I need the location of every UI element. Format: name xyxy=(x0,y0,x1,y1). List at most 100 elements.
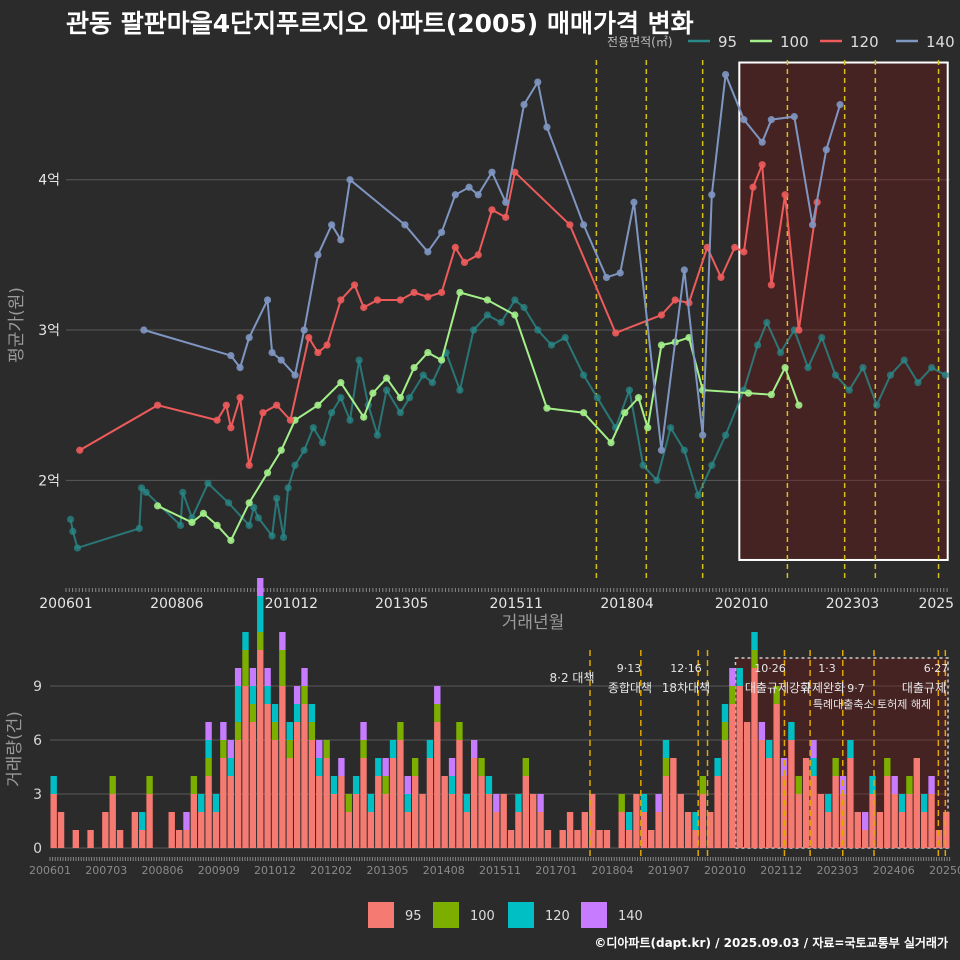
data-point-120 xyxy=(781,191,789,199)
bar-segment-95 xyxy=(788,740,795,848)
bar-segment-140 xyxy=(729,668,736,686)
bar-segment-100 xyxy=(220,740,227,758)
x-tick-label: 200601 xyxy=(39,596,92,612)
x-tick-label: 202303 xyxy=(826,596,879,612)
bar-segment-95 xyxy=(72,830,80,848)
bar-segment-95 xyxy=(795,794,802,848)
bar-segment-95 xyxy=(301,704,308,848)
bar-segment-120 xyxy=(640,794,648,812)
policy-annotation-date: 9·7 xyxy=(847,682,865,695)
policy-annotation-date: 9·13 xyxy=(617,662,642,675)
data-point-95 xyxy=(355,356,363,364)
bar-segment-95 xyxy=(470,758,478,848)
data-point-100 xyxy=(579,409,588,417)
data-point-100 xyxy=(644,424,652,432)
bar-segment-120 xyxy=(788,722,795,740)
bar-segment-120 xyxy=(212,794,220,812)
bar-segment-100 xyxy=(146,776,153,794)
bar-segment-95 xyxy=(603,830,611,848)
bar-segment-100 xyxy=(271,722,279,740)
bar-segment-95 xyxy=(699,794,707,848)
bar-y-tick-label: 6 xyxy=(33,733,42,749)
x-tick-label: 201305 xyxy=(375,596,428,612)
bar-segment-95 xyxy=(847,758,854,848)
bar-segment-100 xyxy=(205,758,212,776)
bar-segment-95 xyxy=(382,794,389,848)
data-point-100 xyxy=(383,374,391,382)
bar-segment-120 xyxy=(404,794,411,812)
bar-segment-140 xyxy=(382,758,389,776)
data-point-140 xyxy=(424,248,432,256)
bar-segment-100 xyxy=(773,686,780,704)
bar-segment-95 xyxy=(544,830,552,848)
bar-segment-120 xyxy=(264,686,271,704)
data-point-95 xyxy=(254,514,262,522)
data-point-120 xyxy=(227,424,235,432)
bar-legend-label-140: 140 xyxy=(618,909,643,924)
bar-x-tick-label: 202509 xyxy=(929,864,960,877)
bar-segment-95 xyxy=(648,830,655,848)
bar-y-tick-label: 3 xyxy=(33,787,42,803)
bar-segment-100 xyxy=(906,776,913,794)
data-point-140 xyxy=(836,101,844,109)
data-point-140 xyxy=(630,198,638,206)
bar-segment-120 xyxy=(736,668,743,686)
data-point-95 xyxy=(534,326,542,334)
bar-segment-95 xyxy=(729,704,736,848)
data-point-140 xyxy=(268,348,276,357)
data-point-140 xyxy=(227,351,235,360)
data-point-95 xyxy=(694,491,702,499)
bar-segment-95 xyxy=(920,812,928,848)
bar-segment-95 xyxy=(434,722,441,848)
bar-segment-95 xyxy=(854,812,861,848)
bar-x-tick-label: 201408 xyxy=(423,864,465,877)
bar-segment-95 xyxy=(220,758,227,848)
bar-segment-100 xyxy=(721,722,729,740)
data-point-95 xyxy=(804,364,812,372)
data-point-95 xyxy=(845,386,853,394)
data-point-140 xyxy=(437,228,446,236)
bar-segment-95 xyxy=(478,776,485,848)
bar-segment-95 xyxy=(913,758,920,848)
bar-segment-95 xyxy=(190,794,198,848)
data-point-100 xyxy=(511,311,519,319)
bar-segment-100 xyxy=(279,650,286,686)
bar-segment-100 xyxy=(308,722,316,740)
bar-segment-95 xyxy=(574,830,581,848)
bar-segment-140 xyxy=(537,794,544,812)
data-point-95 xyxy=(419,371,427,379)
data-point-120 xyxy=(323,341,331,349)
x-tick-label: 200806 xyxy=(150,596,204,612)
bar-segment-120 xyxy=(375,758,382,776)
bar-x-tick-label: 202010 xyxy=(704,864,746,877)
policy-annotation-label: 특례대출축소 토허제 해제 xyxy=(813,697,931,711)
bar-segment-95 xyxy=(884,776,891,848)
bar-segment-120 xyxy=(330,776,338,794)
data-point-95 xyxy=(309,424,317,432)
bar-x-tick-label: 201511 xyxy=(479,864,521,877)
bar-segment-95 xyxy=(345,812,352,848)
bar-segment-95 xyxy=(751,668,758,848)
data-point-140 xyxy=(602,273,611,282)
bar-segment-100 xyxy=(286,740,293,758)
bar-legend-label-95: 95 xyxy=(405,909,422,924)
bar-segment-95 xyxy=(625,830,633,848)
data-point-95 xyxy=(511,296,519,304)
legend-label-100: 100 xyxy=(780,33,809,51)
bar-segment-95 xyxy=(581,812,589,848)
data-point-120 xyxy=(396,296,404,304)
bar-segment-95 xyxy=(655,812,662,848)
data-point-100 xyxy=(199,509,208,517)
data-point-140 xyxy=(680,266,688,274)
bar-segment-100 xyxy=(301,686,308,704)
data-point-95 xyxy=(428,379,437,387)
data-point-95 xyxy=(520,303,528,312)
data-point-140 xyxy=(657,446,666,454)
x-tick-label: 2025 xyxy=(918,596,954,612)
data-point-95 xyxy=(69,527,77,536)
data-point-95 xyxy=(593,394,601,402)
data-point-95 xyxy=(886,371,895,379)
data-point-100 xyxy=(337,379,345,387)
bar-segment-95 xyxy=(198,812,205,848)
data-point-95 xyxy=(273,494,281,502)
